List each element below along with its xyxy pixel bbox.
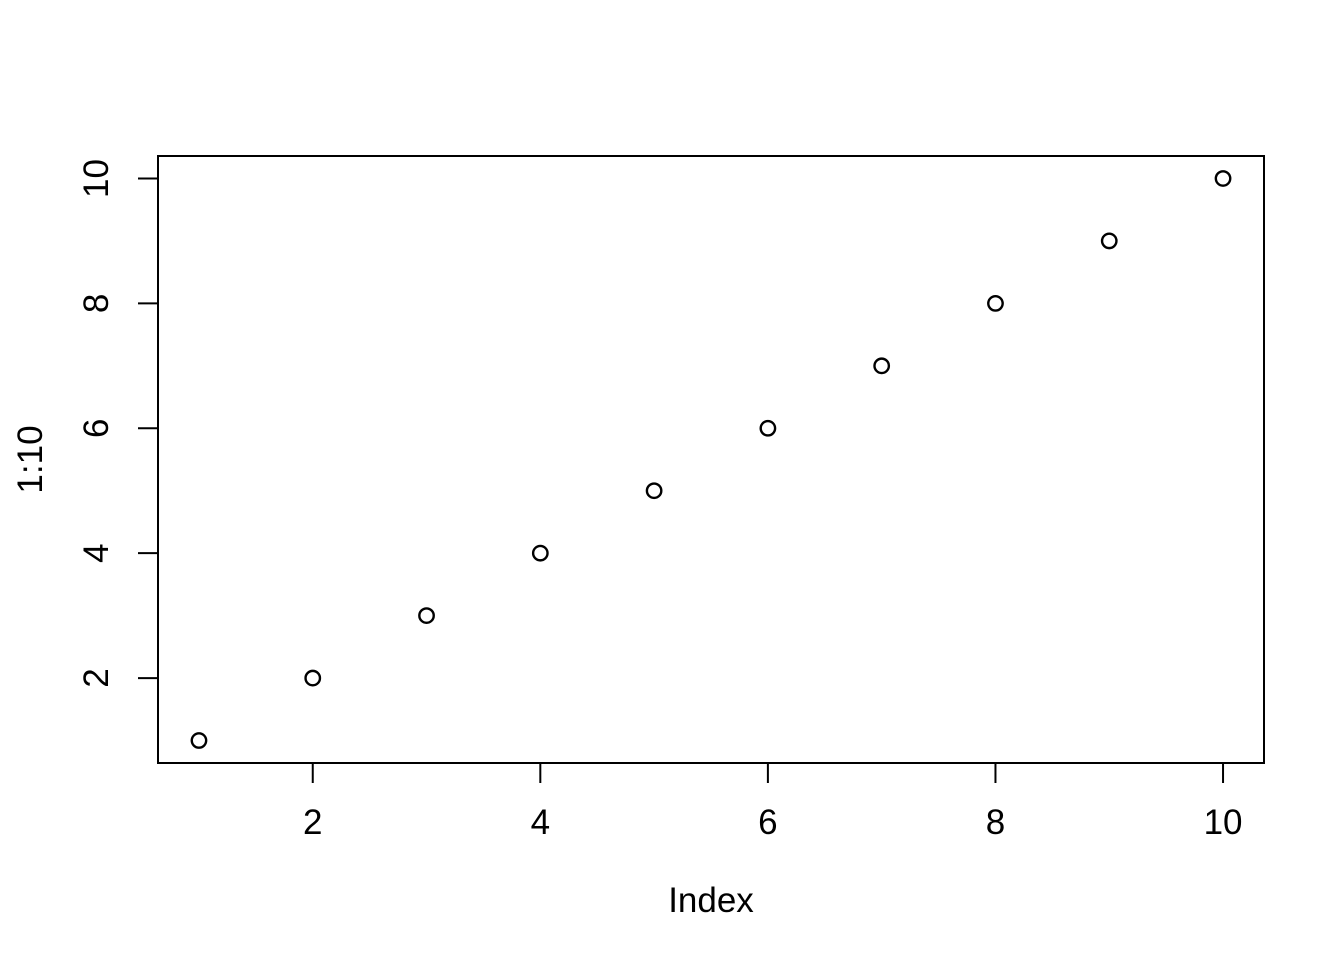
x-tick-label: 4 <box>531 803 550 842</box>
data-point <box>645 482 663 500</box>
data-point <box>873 357 891 375</box>
x-tick-label: 10 <box>1204 803 1243 842</box>
y-axis-label: 1:10 <box>11 425 50 493</box>
y-tick-label: 10 <box>77 159 116 198</box>
x-tick-label: 2 <box>303 803 322 842</box>
data-point <box>190 732 208 749</box>
data-point <box>304 669 322 687</box>
y-tick-label: 2 <box>77 668 116 687</box>
data-point <box>987 294 1004 312</box>
x-tick-label: 8 <box>986 803 1005 842</box>
plot-box <box>157 155 1265 764</box>
data-point <box>531 544 549 562</box>
y-tick-label: 6 <box>77 419 116 438</box>
x-axis-label: Index <box>668 881 754 920</box>
data-point <box>418 607 435 625</box>
y-tick-label: 8 <box>77 294 116 313</box>
data-point <box>1100 232 1118 250</box>
y-tick-label: 4 <box>77 543 116 562</box>
data-point <box>1214 170 1232 187</box>
data-point <box>759 419 777 437</box>
x-tick-label: 6 <box>758 803 777 842</box>
